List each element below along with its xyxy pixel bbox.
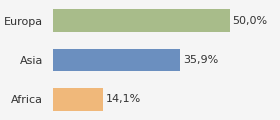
Text: 50,0%: 50,0% bbox=[233, 16, 268, 26]
Bar bbox=[53, 49, 180, 71]
Text: 14,1%: 14,1% bbox=[106, 94, 141, 104]
Text: 35,9%: 35,9% bbox=[183, 55, 218, 65]
Bar bbox=[53, 88, 103, 111]
Bar bbox=[53, 9, 230, 32]
